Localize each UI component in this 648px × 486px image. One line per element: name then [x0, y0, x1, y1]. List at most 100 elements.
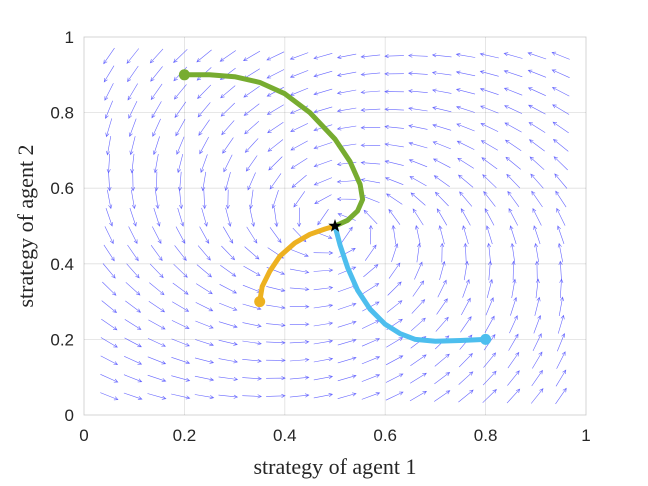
field-arrow [527, 52, 547, 60]
field-arrow [528, 139, 545, 152]
field-arrow [384, 89, 404, 94]
field-arrow [360, 178, 381, 184]
field-arrow [434, 371, 451, 385]
field-arrow [105, 208, 113, 227]
field-arrow [435, 316, 449, 332]
field-arrow [557, 225, 565, 244]
field-arrow [552, 121, 569, 134]
field-arrow [245, 155, 258, 172]
field-arrow [457, 174, 474, 188]
field-arrow [482, 174, 497, 189]
field-arrow [456, 140, 475, 150]
field-arrow [556, 351, 566, 369]
field-arrow [408, 124, 428, 130]
field-arrow [534, 260, 539, 281]
field-arrow [100, 337, 118, 348]
field-arrow [100, 392, 119, 401]
field-arrow [480, 140, 498, 151]
field-arrow [313, 285, 334, 291]
field-arrow [266, 304, 286, 310]
trajectories [181, 72, 489, 344]
field-arrow [384, 107, 404, 112]
field-arrow [532, 333, 542, 352]
field-arrow [436, 208, 448, 226]
field-arrow [242, 376, 262, 381]
field-arrow [220, 264, 237, 277]
field-arrow [102, 263, 116, 279]
field-arrow [289, 70, 309, 78]
trajectory-1 [181, 72, 366, 229]
field-arrow [411, 299, 426, 314]
field-arrow [337, 302, 357, 310]
field-arrow [460, 316, 472, 333]
field-arrow [462, 225, 469, 245]
field-arrow [152, 118, 161, 137]
field-arrow [557, 332, 565, 352]
field-arrow [554, 173, 568, 189]
field-arrow [171, 375, 191, 382]
field-arrow [126, 263, 140, 279]
field-arrow [479, 70, 499, 77]
field-arrow [154, 171, 159, 192]
field-arrow [289, 52, 309, 60]
field-arrow [219, 284, 238, 294]
field-arrow [147, 356, 167, 365]
field-arrow [336, 197, 357, 202]
field-arrow [197, 245, 211, 261]
field-arrow [149, 48, 164, 64]
field-arrow [105, 100, 113, 120]
field-arrow [552, 138, 569, 152]
field-arrow [336, 89, 357, 95]
field-arrow [408, 53, 428, 58]
field-arrow [408, 89, 428, 94]
field-arrow [313, 106, 333, 114]
field-arrow [341, 226, 353, 243]
field-arrow [360, 107, 381, 112]
field-arrow [201, 207, 208, 227]
field-arrow [218, 376, 239, 381]
field-arrow [555, 369, 567, 387]
field-arrow [289, 375, 310, 380]
field-arrow [391, 243, 399, 262]
field-arrow [360, 90, 381, 95]
field-arrow [104, 83, 114, 101]
field-arrow [408, 159, 428, 168]
start-marker-1 [178, 69, 190, 81]
markers [178, 69, 492, 345]
field-arrow [459, 191, 473, 207]
field-arrow [484, 315, 495, 333]
field-arrow [290, 157, 308, 169]
field-arrow [386, 193, 403, 205]
field-arrow [225, 189, 230, 210]
field-arrow [220, 85, 236, 99]
field-arrow [313, 159, 333, 168]
field-arrow [531, 190, 543, 208]
x-tick-label: 0.8 [474, 426, 498, 445]
field-arrow [266, 393, 286, 398]
field-arrow [225, 207, 232, 227]
field-arrow [507, 190, 520, 207]
field-arrow [483, 352, 497, 368]
field-arrow [155, 189, 160, 210]
field-arrow [200, 154, 208, 173]
field-arrow [195, 320, 214, 329]
field-arrow [387, 281, 402, 296]
field-arrow [313, 88, 333, 96]
field-arrow [509, 225, 517, 245]
field-arrow [438, 225, 445, 245]
field-arrow [504, 105, 523, 114]
field-arrow [360, 54, 381, 59]
field-arrow [128, 118, 137, 138]
field-arrow [269, 173, 282, 190]
field-arrow [434, 353, 450, 367]
field-arrow [269, 227, 282, 244]
field-arrow [194, 375, 215, 382]
field-arrow [266, 358, 286, 363]
field-arrow [173, 84, 187, 100]
field-arrow [437, 279, 447, 298]
field-arrow [123, 374, 143, 383]
field-arrow [153, 207, 161, 227]
field-arrow [510, 296, 518, 316]
field-arrow [555, 387, 567, 405]
field-arrow [149, 263, 164, 279]
